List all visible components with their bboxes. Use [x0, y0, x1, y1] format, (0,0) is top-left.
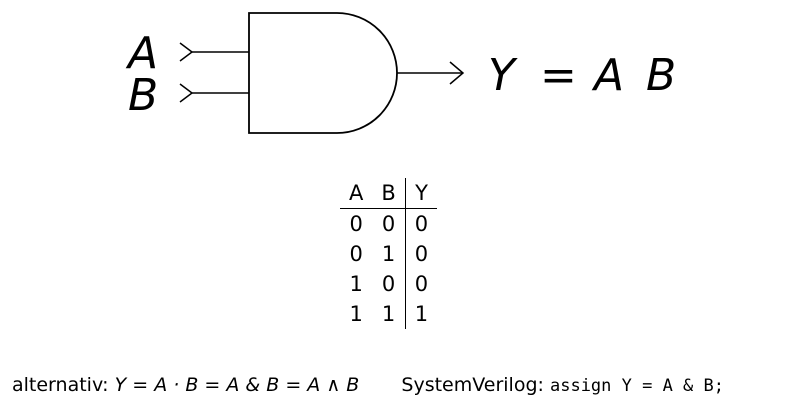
cell-a: 0: [349, 242, 363, 266]
table-row: 1 1 1: [340, 299, 438, 329]
and-gate-body: [248, 12, 398, 134]
cell-b: 0: [381, 272, 396, 296]
truth-table-header-row: A B Y: [340, 178, 438, 209]
table-row: 0 1 0: [340, 239, 438, 269]
cell-b: 1: [381, 302, 396, 326]
cell-a: 1: [349, 272, 363, 296]
cell-y: 0: [404, 239, 438, 269]
input-b-label: B: [128, 70, 158, 121]
systemverilog-code: assign Y = A & B;: [549, 376, 724, 396]
header-a: A: [340, 178, 373, 209]
and-gate-diagram: A B Y = A B: [125, 12, 676, 134]
input-a-label: A: [125, 28, 158, 79]
cell-y: 0: [404, 208, 438, 239]
systemverilog-label: SystemVerilog:: [401, 374, 544, 396]
alternative-prefix: alternativ:: [12, 374, 109, 396]
truth-table: A B Y 0 0 0 0 1 0 1 0 0 1 1 1: [340, 178, 438, 329]
cell-b: 1: [381, 242, 396, 266]
input-b-chevron: [179, 83, 194, 103]
output-term-b: B: [646, 50, 676, 101]
output-y-label: Y: [488, 50, 518, 101]
output-arrow-icon: [449, 61, 465, 85]
cell-y: 1: [404, 299, 438, 329]
alternative-notation-line: alternativ: Y = A · B = A & B = A ∧ B Sy…: [12, 370, 724, 401]
cell-a: 0: [349, 212, 363, 236]
output-term-a: A: [591, 50, 624, 101]
input-a-chevron: [179, 42, 194, 62]
table-row: 1 0 0: [340, 269, 438, 299]
cell-b: 0: [381, 212, 396, 236]
header-y: Y: [404, 178, 438, 209]
header-b: B: [372, 178, 406, 209]
output-equals: =: [540, 50, 577, 101]
cell-y: 0: [404, 269, 438, 299]
table-row: 0 0 0: [340, 208, 438, 239]
alternative-expression: Y = A · B = A & B = A ∧ B: [114, 374, 360, 396]
cell-a: 1: [349, 302, 363, 326]
